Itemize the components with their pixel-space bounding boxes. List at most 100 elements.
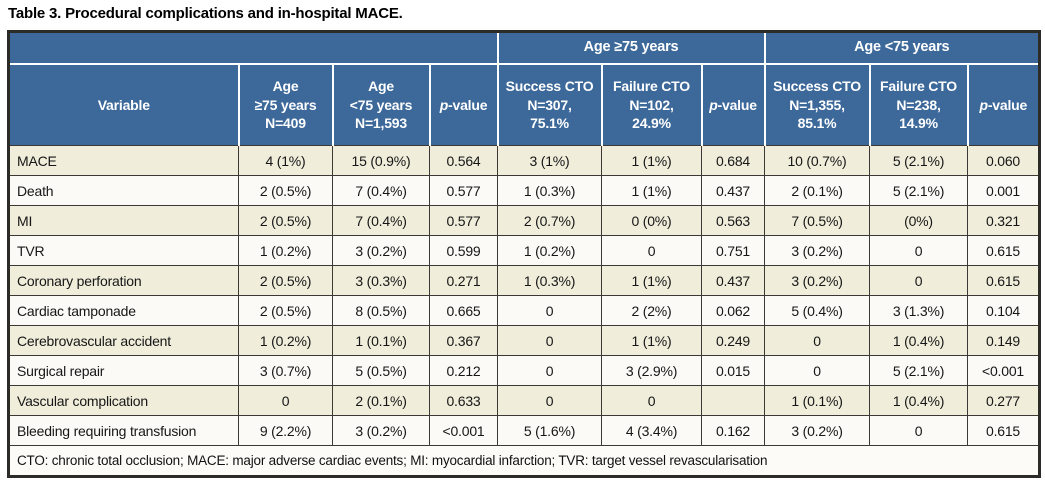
value-cell: 1 (0.1%) — [332, 325, 430, 356]
variable-cell: Bleeding requiring transfusion — [8, 415, 239, 446]
value-cell: <0.001 — [429, 415, 498, 446]
value-cell: 1 (1%) — [601, 175, 702, 206]
value-cell: <0.001 — [966, 355, 1041, 386]
value-cell: 0 — [869, 265, 968, 296]
value-cell: 0.212 — [429, 355, 498, 386]
value-cell: 0 — [869, 415, 968, 446]
value-cell: 0.277 — [966, 385, 1041, 416]
table-row: MACE 4 (1%) 15 (0.9%) 0.564 3 (1%) 1 (1%… — [8, 145, 1041, 176]
value-cell: 1 (0.1%) — [764, 385, 870, 416]
value-cell: 0 — [601, 235, 702, 266]
value-cell: 2 (0.1%) — [764, 175, 870, 206]
variable-cell: TVR — [8, 235, 239, 266]
value-cell: 3 (0.2%) — [764, 235, 870, 266]
value-cell — [701, 385, 765, 416]
value-cell: 0 — [497, 295, 602, 326]
value-cell: 3 (0.7%) — [238, 355, 333, 386]
value-cell: 8 (0.5%) — [332, 295, 430, 326]
value-cell: 4 (1%) — [238, 145, 333, 176]
table-row: Death 2 (0.5%) 7 (0.4%) 0.577 1 (0.3%) 1… — [8, 175, 1041, 206]
value-cell: 0.599 — [429, 235, 498, 266]
value-cell: 1 (1%) — [601, 325, 702, 356]
variable-cell: MACE — [8, 145, 239, 176]
group-header-spacer — [7, 30, 499, 65]
value-cell: 0 — [869, 235, 968, 266]
value-cell: 3 (0.2%) — [332, 415, 430, 446]
value-cell: 0.321 — [966, 205, 1041, 236]
col-header-pvalue-ge75: p-value — [700, 63, 766, 146]
value-cell: 3 (1.3%) — [869, 295, 968, 326]
p-italic: p — [979, 96, 988, 113]
value-cell: 0.665 — [429, 295, 498, 326]
value-cell: 1 (0.3%) — [497, 265, 602, 296]
value-cell: 0.062 — [701, 295, 765, 326]
value-cell: 2 (0.5%) — [238, 205, 333, 236]
value-cell: 7 (0.4%) — [332, 175, 430, 206]
value-cell: 0.249 — [701, 325, 765, 356]
value-cell: 1 (0.2%) — [238, 235, 333, 266]
value-cell: 5 (0.4%) — [764, 295, 870, 326]
value-cell: 0.684 — [701, 145, 765, 176]
page-title: Table 3. Procedural complications and in… — [8, 5, 403, 22]
p-rest: -value — [987, 96, 1028, 113]
variable-cell: Death — [8, 175, 239, 206]
value-cell: 1 (1%) — [601, 265, 702, 296]
value-cell: 3 (0.2%) — [332, 235, 430, 266]
value-cell: 5 (2.1%) — [869, 175, 968, 206]
value-cell: 1 (0.3%) — [497, 175, 602, 206]
value-cell: 9 (2.2%) — [238, 415, 333, 446]
p-italic: p — [709, 96, 718, 113]
value-cell: 5 (1.6%) — [497, 415, 602, 446]
value-cell: 0.615 — [966, 415, 1041, 446]
value-cell: 0.564 — [429, 145, 498, 176]
value-cell: 7 (0.4%) — [332, 205, 430, 236]
value-cell: 0.149 — [966, 325, 1041, 356]
value-cell: 0 — [764, 325, 870, 356]
value-cell: 0.104 — [966, 295, 1041, 326]
value-cell: 0 — [764, 355, 870, 386]
col-header-variable: Variable — [7, 63, 240, 146]
table-row: Bleeding requiring transfusion 9 (2.2%) … — [8, 415, 1041, 446]
table-row: MI 2 (0.5%) 7 (0.4%) 0.577 2 (0.7%) 0 (0… — [8, 205, 1041, 236]
footnote-row: CTO: chronic total occlusion; MACE: majo… — [7, 445, 1041, 477]
col-header-pvalue-lt75: p-value — [966, 63, 1041, 146]
p-rest: -value — [717, 96, 757, 113]
value-cell: 0 — [601, 385, 702, 416]
value-cell: 2 (0.7%) — [497, 205, 602, 236]
table-footer: CTO: chronic total occlusion; MACE: majo… — [7, 445, 1041, 477]
p-italic: p — [439, 96, 449, 113]
value-cell: 0.577 — [429, 205, 498, 236]
value-cell: 0.271 — [429, 265, 498, 296]
footnote: CTO: chronic total occlusion; MACE: majo… — [7, 445, 1041, 477]
table-row: Surgical repair 3 (0.7%) 5 (0.5%) 0.212 … — [8, 355, 1041, 386]
value-cell: 0.615 — [966, 265, 1041, 296]
value-cell: 1 (0.4%) — [869, 325, 968, 356]
group-header-age-ge75: Age ≥75 years — [496, 30, 766, 65]
value-cell: 1 (0.2%) — [497, 235, 602, 266]
value-cell: 0.015 — [701, 355, 765, 386]
value-cell: 0.437 — [701, 175, 765, 206]
col-header-age-ge75: Age ≥75 years N=409 — [237, 63, 334, 146]
value-cell: 3 (1%) — [497, 145, 602, 176]
p-rest: -value — [448, 96, 488, 113]
table-body: MACE 4 (1%) 15 (0.9%) 0.564 3 (1%) 1 (1%… — [8, 145, 1041, 446]
group-header-age-lt75: Age <75 years — [763, 30, 1041, 65]
value-cell: 4 (3.4%) — [601, 415, 702, 446]
value-cell: 0.367 — [429, 325, 498, 356]
value-cell: 1 (0.2%) — [238, 325, 333, 356]
variable-cell: Cerebrovascular accident — [8, 325, 239, 356]
value-cell: 7 (0.5%) — [764, 205, 870, 236]
value-cell: 0 — [497, 385, 602, 416]
value-cell: 5 (0.5%) — [332, 355, 430, 386]
value-cell: 1 (1%) — [601, 145, 702, 176]
value-cell: 3 (0.3%) — [332, 265, 430, 296]
table-row: Cerebrovascular accident 1 (0.2%) 1 (0.1… — [8, 325, 1041, 356]
value-cell: 3 (0.2%) — [764, 415, 870, 446]
value-cell: 2 (0.1%) — [332, 385, 430, 416]
value-cell: 0.060 — [966, 145, 1041, 176]
group-header-row: Age ≥75 years Age <75 years — [7, 30, 1041, 65]
col-header-success-cto-lt75: Success CTO N=1,355, 85.1% — [763, 63, 871, 146]
col-header-success-cto-ge75: Success CTO N=307, 75.1% — [496, 63, 603, 146]
table-row: TVR 1 (0.2%) 3 (0.2%) 0.599 1 (0.2%) 0 0… — [8, 235, 1041, 266]
